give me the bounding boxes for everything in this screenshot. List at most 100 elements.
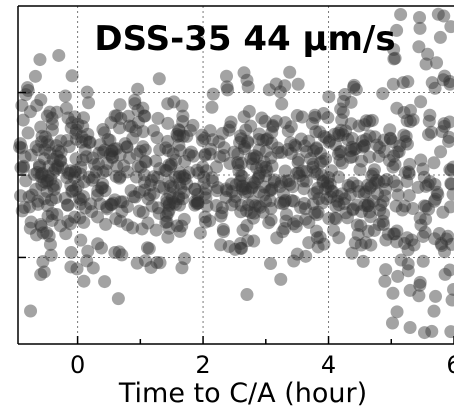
data-point (309, 224, 323, 238)
data-point (34, 170, 48, 184)
data-point (406, 201, 420, 215)
data-point (61, 166, 75, 180)
data-point (271, 145, 285, 159)
data-point (302, 215, 316, 229)
data-point (234, 132, 248, 146)
data-point (167, 196, 181, 210)
data-point (228, 194, 242, 208)
data-point (401, 264, 415, 278)
data-point (392, 145, 406, 159)
data-point (326, 185, 340, 199)
data-point (340, 211, 354, 225)
data-point (258, 114, 272, 128)
data-point (117, 159, 131, 173)
data-point (170, 219, 184, 233)
data-point (98, 275, 112, 289)
data-point (161, 143, 175, 157)
data-point (60, 133, 74, 147)
data-point (276, 225, 290, 239)
data-point (264, 183, 278, 197)
data-point (279, 214, 293, 228)
data-point (103, 148, 117, 162)
data-point (77, 274, 91, 288)
data-point (225, 198, 239, 212)
data-point (128, 190, 142, 204)
data-point (252, 127, 266, 141)
data-point (295, 164, 309, 178)
data-point (228, 242, 242, 256)
data-point (253, 200, 267, 214)
data-point (196, 134, 210, 148)
data-point (225, 177, 239, 191)
data-point (310, 141, 324, 155)
data-point (165, 191, 179, 205)
data-point (267, 175, 281, 189)
data-point (403, 283, 417, 297)
data-point (437, 119, 451, 133)
data-point (159, 209, 173, 223)
data-point (422, 128, 436, 142)
data-point (153, 256, 167, 270)
data-point (346, 202, 360, 216)
data-point (105, 144, 119, 158)
data-point (428, 232, 442, 246)
data-point (224, 115, 238, 129)
data-point (385, 316, 399, 330)
data-point (444, 177, 454, 191)
data-point (390, 224, 404, 238)
data-point (247, 206, 261, 220)
data-point (278, 79, 292, 93)
data-point (424, 125, 438, 139)
data-point (72, 191, 86, 205)
data-point (241, 185, 255, 199)
data-point (306, 160, 320, 174)
data-point (339, 206, 353, 220)
data-point (68, 210, 82, 224)
data-point (264, 151, 278, 165)
data-point (172, 124, 186, 138)
data-point (222, 240, 236, 254)
data-point (45, 117, 59, 131)
data-point (357, 187, 371, 201)
data-point (356, 134, 370, 148)
data-point (33, 53, 47, 67)
data-point (332, 231, 346, 245)
data-point (257, 155, 271, 169)
data-point (34, 167, 48, 181)
data-point (204, 142, 218, 156)
data-point (100, 156, 114, 170)
data-point (345, 131, 359, 145)
data-point (43, 237, 57, 251)
data-point (238, 181, 252, 195)
data-point (195, 128, 209, 142)
data-point (77, 190, 91, 204)
data-point (335, 187, 349, 201)
data-point (128, 97, 142, 111)
data-point (41, 169, 55, 183)
data-point (63, 217, 77, 231)
data-point (167, 95, 181, 109)
data-point (413, 275, 427, 289)
data-point (205, 100, 219, 114)
data-point (383, 123, 397, 137)
data-point (172, 189, 186, 203)
data-point (106, 196, 120, 210)
data-point (437, 9, 451, 23)
data-point (32, 160, 46, 174)
data-point (94, 241, 108, 255)
data-point (256, 133, 270, 147)
data-point (431, 188, 445, 202)
data-point (288, 138, 302, 152)
data-point (213, 150, 227, 164)
data-point (269, 114, 283, 128)
data-point (443, 77, 454, 91)
data-point (65, 185, 79, 199)
data-point (429, 289, 443, 303)
data-point (310, 208, 324, 222)
data-point (322, 212, 336, 226)
data-point (275, 145, 289, 159)
data-point (422, 202, 436, 216)
data-point (407, 238, 421, 252)
data-point (240, 288, 254, 302)
